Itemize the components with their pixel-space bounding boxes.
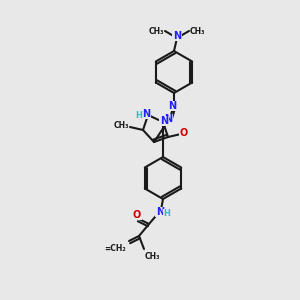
- Text: =CH₂: =CH₂: [104, 244, 126, 253]
- Text: CH₃: CH₃: [148, 26, 164, 35]
- Text: CH₃: CH₃: [145, 252, 161, 261]
- Text: N: N: [173, 31, 181, 41]
- Text: CH₃: CH₃: [190, 26, 206, 35]
- Text: N: N: [156, 207, 164, 217]
- Text: N: N: [160, 116, 168, 126]
- Text: CH₃: CH₃: [113, 122, 129, 130]
- Text: H: H: [136, 110, 142, 119]
- Text: N: N: [142, 109, 150, 119]
- Text: O: O: [180, 128, 188, 138]
- Text: H: H: [164, 209, 170, 218]
- Text: O: O: [133, 210, 141, 220]
- Text: N: N: [164, 114, 172, 124]
- Text: N: N: [168, 101, 176, 111]
